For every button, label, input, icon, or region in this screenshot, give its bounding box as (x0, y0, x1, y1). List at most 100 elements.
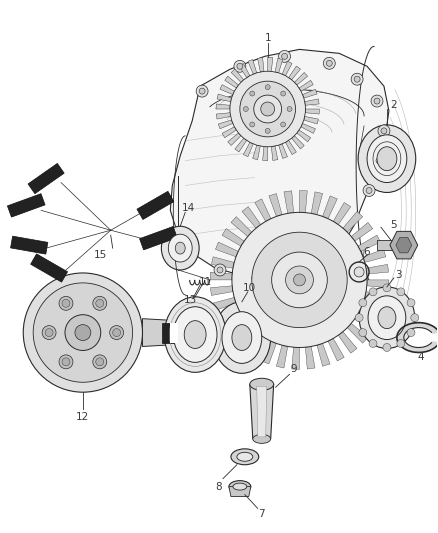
Polygon shape (11, 236, 48, 254)
Circle shape (33, 283, 133, 382)
Polygon shape (228, 133, 241, 146)
Circle shape (261, 102, 275, 116)
Polygon shape (170, 50, 389, 282)
Ellipse shape (367, 135, 407, 182)
Circle shape (354, 267, 364, 277)
Polygon shape (216, 112, 231, 119)
Polygon shape (231, 69, 244, 82)
Polygon shape (219, 309, 241, 325)
Polygon shape (289, 66, 300, 80)
Polygon shape (229, 487, 251, 497)
Text: 8: 8 (215, 482, 223, 491)
Circle shape (234, 60, 246, 72)
Circle shape (287, 107, 292, 111)
Circle shape (23, 273, 142, 392)
Circle shape (272, 252, 327, 308)
Circle shape (265, 85, 270, 90)
Polygon shape (328, 338, 344, 361)
Circle shape (232, 212, 367, 348)
Polygon shape (236, 328, 256, 349)
Polygon shape (268, 58, 273, 71)
Polygon shape (222, 229, 244, 246)
Polygon shape (226, 319, 248, 337)
Polygon shape (235, 138, 247, 152)
Polygon shape (396, 237, 412, 253)
Circle shape (373, 155, 385, 167)
Circle shape (113, 329, 120, 336)
Polygon shape (140, 227, 177, 250)
Circle shape (293, 274, 305, 286)
Polygon shape (292, 347, 300, 369)
Polygon shape (297, 130, 311, 142)
Circle shape (359, 299, 367, 307)
Polygon shape (215, 242, 238, 257)
Ellipse shape (368, 296, 406, 340)
Polygon shape (28, 164, 64, 193)
Circle shape (323, 58, 335, 69)
Ellipse shape (231, 449, 259, 465)
Polygon shape (212, 257, 234, 268)
Circle shape (383, 343, 391, 351)
Polygon shape (213, 297, 236, 311)
Ellipse shape (253, 434, 271, 443)
Text: 10: 10 (243, 283, 256, 293)
Circle shape (214, 264, 226, 276)
Polygon shape (258, 58, 264, 72)
Polygon shape (286, 140, 297, 155)
Circle shape (196, 85, 208, 97)
Polygon shape (294, 72, 307, 85)
Polygon shape (269, 193, 282, 216)
Circle shape (62, 358, 70, 366)
Text: 6: 6 (364, 247, 371, 257)
Polygon shape (390, 231, 418, 259)
Polygon shape (311, 192, 323, 215)
Ellipse shape (237, 453, 253, 461)
Polygon shape (323, 196, 337, 219)
Polygon shape (347, 324, 368, 343)
Circle shape (381, 128, 387, 134)
Polygon shape (305, 346, 315, 369)
Polygon shape (244, 142, 253, 157)
Polygon shape (377, 240, 404, 250)
Circle shape (351, 73, 363, 85)
Polygon shape (343, 212, 363, 232)
Ellipse shape (229, 481, 251, 492)
Circle shape (376, 158, 382, 164)
Polygon shape (217, 94, 232, 102)
Polygon shape (142, 319, 212, 346)
Circle shape (199, 88, 205, 94)
Circle shape (397, 288, 405, 296)
Polygon shape (253, 145, 260, 160)
Circle shape (59, 355, 73, 369)
Ellipse shape (164, 297, 226, 373)
Circle shape (217, 267, 223, 273)
Circle shape (250, 91, 255, 96)
Polygon shape (305, 109, 319, 114)
Polygon shape (272, 146, 278, 160)
Polygon shape (210, 272, 232, 280)
Ellipse shape (222, 312, 262, 364)
Text: 5: 5 (391, 220, 397, 230)
Polygon shape (284, 191, 293, 213)
Polygon shape (363, 249, 386, 262)
Circle shape (237, 63, 243, 69)
Ellipse shape (232, 325, 252, 351)
Polygon shape (365, 292, 388, 303)
Circle shape (283, 274, 296, 286)
Circle shape (279, 51, 290, 62)
Polygon shape (7, 193, 45, 217)
Ellipse shape (173, 307, 217, 362)
Text: 12: 12 (76, 412, 89, 422)
Text: 11: 11 (198, 277, 212, 287)
Polygon shape (304, 116, 318, 124)
Text: 14: 14 (182, 204, 195, 213)
Polygon shape (301, 124, 315, 133)
Text: 15: 15 (94, 250, 107, 260)
Polygon shape (31, 254, 67, 282)
Circle shape (326, 60, 332, 66)
Polygon shape (282, 61, 292, 76)
Polygon shape (292, 136, 304, 149)
Circle shape (265, 128, 270, 133)
Polygon shape (397, 322, 438, 352)
Polygon shape (222, 127, 236, 138)
